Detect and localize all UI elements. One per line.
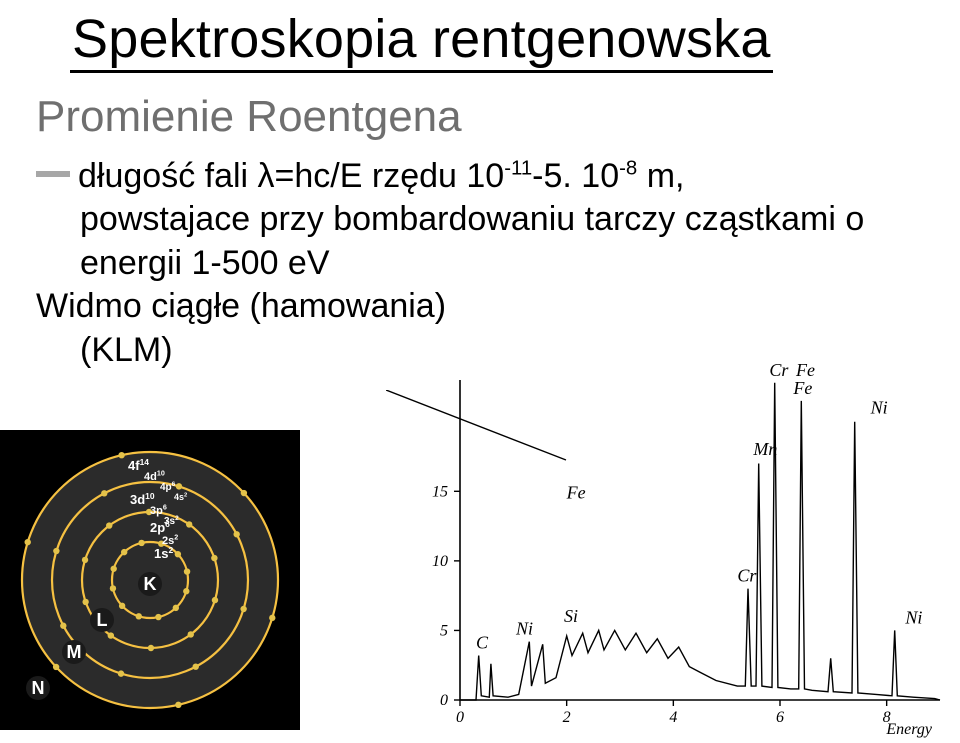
svg-text:5: 5 (440, 622, 448, 639)
body-text: długość fali λ=hc/E rzędu 10-11-5. 10-8 … (36, 156, 916, 373)
svg-text:6: 6 (776, 709, 784, 726)
svg-text:Mn: Mn (752, 439, 777, 459)
svg-text:15: 15 (432, 483, 448, 500)
bullet-1: długość fali λ=hc/E rzędu 10-11-5. 10-8 … (36, 156, 916, 197)
svg-text:M: M (67, 642, 82, 662)
bullet-1-line2: powstajace przy bombardowaniu tarczy czą… (36, 199, 916, 240)
svg-text:Fe: Fe (792, 378, 812, 398)
bullet-1-line3: energii 1-500 eV (36, 243, 916, 284)
svg-text:4: 4 (669, 709, 677, 726)
xray-spectrum-chart: 05101502468Energy CNiSiCrMnCrFeFeNiNiFe (400, 360, 960, 740)
svg-text:2: 2 (563, 709, 571, 726)
svg-text:10: 10 (432, 553, 448, 570)
slide-subtitle: Promienie Roentgena (36, 92, 462, 142)
svg-text:Fe: Fe (566, 482, 586, 502)
svg-text:0: 0 (440, 692, 448, 709)
svg-text:Cr: Cr (737, 566, 757, 586)
svg-text:L: L (97, 610, 108, 630)
svg-text:0: 0 (456, 709, 464, 726)
svg-text:Cr: Cr (769, 360, 789, 380)
atom-shell-diagram: KLMN 1s22p62s23d103p63s24f144d104p64s2 (0, 430, 300, 730)
svg-text:Energy: Energy (885, 721, 933, 738)
svg-text:Ni: Ni (870, 397, 888, 417)
slide-title: Spektroskopia rentgenowska (70, 8, 773, 73)
svg-text:C: C (476, 633, 489, 653)
svg-text:Ni: Ni (904, 607, 922, 627)
bullet-2: Widmo ciągłe (hamowania) (36, 286, 916, 327)
bullet-dash-icon (36, 171, 70, 177)
svg-text:Ni: Ni (515, 619, 533, 639)
svg-text:Si: Si (564, 606, 578, 626)
svg-text:Fe: Fe (795, 360, 815, 380)
svg-text:K: K (144, 574, 157, 594)
slide-root: Spektroskopia rentgenowska Promienie Roe… (0, 0, 960, 743)
svg-text:N: N (32, 678, 45, 698)
